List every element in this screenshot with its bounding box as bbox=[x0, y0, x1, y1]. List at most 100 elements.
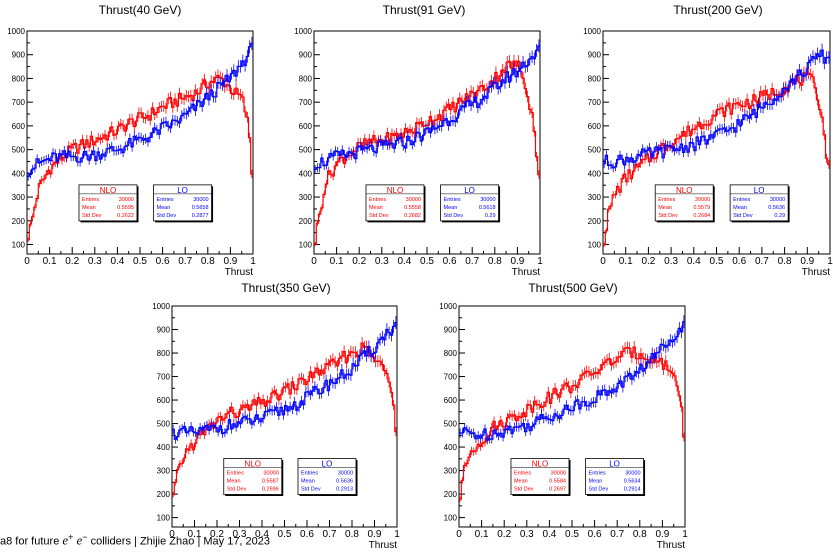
x-axis-label: Thrust bbox=[369, 540, 398, 551]
stats-value: 30000 bbox=[406, 197, 421, 203]
stats-value: 0.5558 bbox=[404, 205, 421, 211]
y-tick-label: 400 bbox=[299, 169, 313, 178]
y-tick-label: 100 bbox=[299, 241, 313, 250]
y-tick-label: 300 bbox=[444, 467, 458, 476]
y-tick-label: 900 bbox=[444, 326, 458, 335]
stats-value: 0.2684 bbox=[693, 213, 710, 219]
y-tick-label: 100 bbox=[588, 241, 602, 250]
y-tick-label: 700 bbox=[588, 98, 602, 107]
x-tick-label: 0.2 bbox=[497, 529, 511, 540]
y-tick-label: 800 bbox=[444, 349, 458, 358]
x-tick-label: 0.5 bbox=[133, 256, 147, 267]
x-tick-label: 1 bbox=[394, 529, 400, 540]
x-tick-label: 0.2 bbox=[641, 256, 655, 267]
y-tick-label: 1000 bbox=[583, 27, 601, 36]
x-tick-label: 0.9 bbox=[800, 256, 814, 267]
y-tick-label: 700 bbox=[12, 98, 26, 107]
y-tick-label: 700 bbox=[299, 98, 313, 107]
x-tick-label: 0.7 bbox=[755, 256, 769, 267]
footer-author: Zhijie Zhao bbox=[139, 535, 195, 548]
stats-box-frame bbox=[365, 184, 425, 222]
stats-value: 0.2697 bbox=[549, 486, 566, 492]
stats-label: Mean bbox=[589, 478, 603, 484]
x-tick-label: 0.4 bbox=[255, 529, 269, 540]
x-tick-label: 0.5 bbox=[420, 256, 434, 267]
x-tick-label: 0.4 bbox=[542, 529, 556, 540]
y-tick-label: 800 bbox=[12, 74, 26, 83]
stats-value: 30000 bbox=[263, 470, 278, 476]
y-tick-label: 300 bbox=[157, 467, 171, 476]
stats-box-lo: LO Entries 30000 Mean 0.5636 Std Dev 0.2913 bbox=[297, 458, 358, 496]
stats-value: 0.2622 bbox=[117, 213, 134, 219]
stats-label: Entries bbox=[227, 470, 244, 476]
x-tick-label: 0.3 bbox=[520, 529, 534, 540]
stats-box-frame bbox=[223, 458, 283, 495]
footer-plus: + bbox=[68, 532, 74, 542]
stats-label: Entries bbox=[82, 197, 99, 203]
stats-value: 30000 bbox=[551, 470, 566, 476]
stats-box-title: NLO bbox=[245, 459, 261, 468]
x-tick-label: 0 bbox=[600, 256, 606, 267]
stats-value: 30000 bbox=[695, 197, 710, 203]
y-tick-label: 100 bbox=[444, 514, 458, 523]
x-tick-label: 1 bbox=[827, 256, 833, 267]
y-tick-label: 300 bbox=[12, 193, 26, 202]
y-tick-label: 200 bbox=[299, 217, 313, 226]
x-tick-label: 0.9 bbox=[223, 256, 237, 267]
footer-suffix: colliders bbox=[90, 535, 131, 548]
stats-box-frame bbox=[729, 184, 789, 222]
y-tick-label: 600 bbox=[588, 122, 602, 131]
y-tick-label: 500 bbox=[299, 146, 313, 155]
stats-label: Std Dev bbox=[227, 486, 247, 492]
stats-box-title: LO bbox=[609, 459, 620, 468]
stats-label: Mean bbox=[301, 478, 315, 484]
x-tick-label: 0.2 bbox=[210, 529, 224, 540]
y-tick-label: 500 bbox=[444, 420, 458, 429]
stats-label: Entries bbox=[301, 470, 318, 476]
y-tick-label: 400 bbox=[157, 443, 171, 452]
y-tick-label: 900 bbox=[588, 51, 602, 60]
x-tick-label: 0.2 bbox=[65, 256, 79, 267]
x-tick-label: 0.8 bbox=[778, 256, 792, 267]
stats-label: Std Dev bbox=[301, 486, 321, 492]
y-tick-label: 500 bbox=[157, 420, 171, 429]
x-tick-label: 1 bbox=[250, 256, 256, 267]
y-tick-label: 200 bbox=[588, 217, 602, 226]
x-tick-label: 0.7 bbox=[465, 256, 479, 267]
chart-panel-1: Thrust(40 GeV) 100 200 300 400 500 600 700 800 90… bbox=[7, 3, 256, 278]
y-tick-label: 200 bbox=[444, 490, 458, 499]
y-tick-label: 200 bbox=[157, 490, 171, 499]
y-tick-label: 1000 bbox=[152, 302, 170, 311]
x-tick-label: 0 bbox=[24, 256, 30, 267]
stats-label: Mean bbox=[227, 478, 241, 484]
x-tick-label: 0.8 bbox=[488, 256, 502, 267]
stats-value: 0.5618 bbox=[479, 205, 496, 211]
y-tick-label: 400 bbox=[444, 443, 458, 452]
y-tick-label: 900 bbox=[12, 51, 26, 60]
stats-value: 30000 bbox=[480, 197, 495, 203]
stats-value: 0.29 bbox=[774, 213, 785, 219]
series-line-lo bbox=[27, 42, 253, 177]
stats-label: Std Dev bbox=[658, 213, 678, 219]
x-tick-label: 0.1 bbox=[43, 256, 57, 267]
stats-value: 0.2913 bbox=[336, 486, 353, 492]
stats-value: 0.29 bbox=[485, 213, 496, 219]
y-tick-label: 800 bbox=[588, 74, 602, 83]
x-axis-label: Thrust bbox=[512, 267, 541, 278]
x-tick-label: 0.9 bbox=[510, 256, 524, 267]
stats-label: Std Dev bbox=[157, 213, 177, 219]
chart-title: Thrust(350 GeV) bbox=[241, 281, 330, 295]
x-tick-label: 0.8 bbox=[345, 529, 359, 540]
x-axis-label: Thrust bbox=[802, 267, 831, 278]
chart-title: Thrust(500 GeV) bbox=[528, 281, 617, 295]
y-tick-label: 500 bbox=[12, 146, 26, 155]
series-line-nlo bbox=[459, 346, 685, 500]
x-tick-label: 0.5 bbox=[710, 256, 724, 267]
stats-label: Mean bbox=[514, 478, 528, 484]
footer-sep-1: | bbox=[134, 535, 137, 548]
stats-value: 0.5595 bbox=[117, 205, 134, 211]
x-tick-label: 0.4 bbox=[687, 256, 701, 267]
